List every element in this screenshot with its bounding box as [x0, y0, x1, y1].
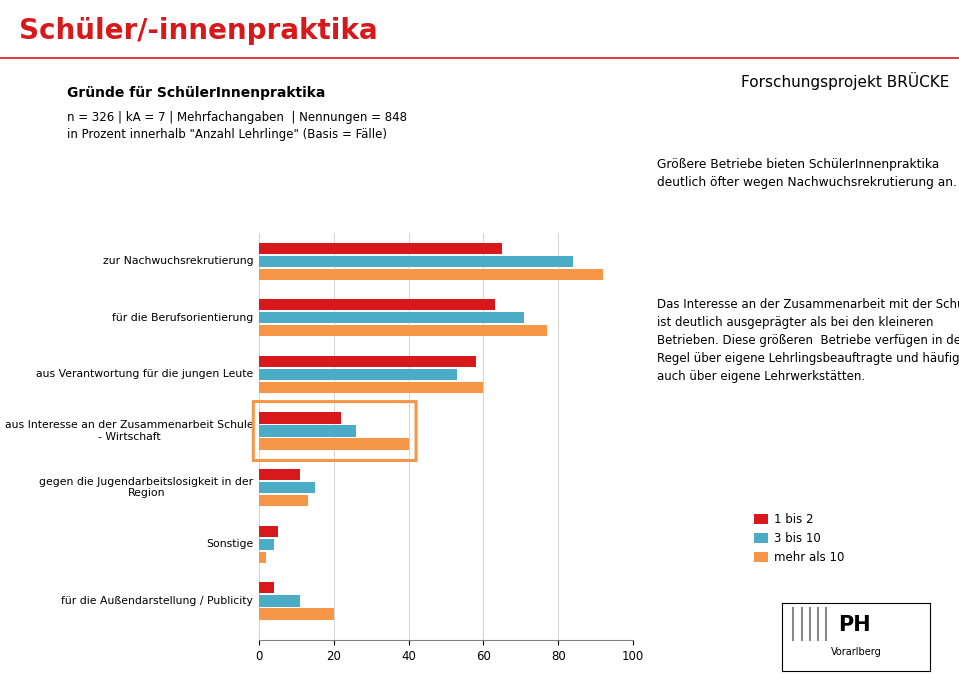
Bar [259, 242, 503, 254]
Bar [259, 299, 495, 310]
Text: PH: PH [838, 614, 871, 635]
Text: aus Verantwortung für die jungen Leute: aus Verantwortung für die jungen Leute [36, 369, 253, 379]
Text: Gründe für SchülerInnenpraktika: Gründe für SchülerInnenpraktika [67, 86, 325, 99]
Bar [259, 495, 308, 506]
Bar [259, 595, 300, 606]
Bar [259, 538, 274, 550]
Text: Vorarlberg: Vorarlberg [830, 647, 881, 657]
Bar [259, 312, 525, 323]
Bar [259, 269, 603, 280]
Bar [259, 551, 267, 563]
Bar [259, 438, 409, 450]
Text: aus Interesse an der Zusammenarbeit Schule
- Wirtschaft: aus Interesse an der Zusammenarbeit Schu… [5, 420, 253, 442]
Bar [259, 425, 356, 437]
Text: n = 326 | kA = 7 | Mehrfachangaben  | Nennungen = 848
in Prozent innerhalb "Anza: n = 326 | kA = 7 | Mehrfachangaben | Nen… [67, 111, 408, 141]
Bar [259, 412, 341, 423]
Text: für die Außendarstellung / Publicity: für die Außendarstellung / Publicity [61, 596, 253, 606]
Text: Das Interesse an der Zusammenarbeit mit der Schule
ist deutlich ausgeprägter als: Das Interesse an der Zusammenarbeit mit … [657, 298, 959, 383]
Bar [259, 369, 457, 380]
Bar [259, 482, 315, 493]
Bar [259, 256, 573, 267]
Bar [259, 356, 476, 367]
Text: Forschungsprojekt BRÜCKE: Forschungsprojekt BRÜCKE [741, 72, 949, 90]
Bar [259, 325, 547, 336]
Bar [259, 469, 300, 480]
Text: zur Nachwuchsrekrutierung: zur Nachwuchsrekrutierung [103, 256, 253, 266]
Text: gegen die Jugendarbeitslosigkeit in der
Region: gegen die Jugendarbeitslosigkeit in der … [39, 477, 253, 499]
Bar [259, 582, 274, 593]
Bar [259, 525, 278, 537]
Bar [259, 608, 334, 619]
Text: Sonstige: Sonstige [206, 539, 253, 549]
Bar [259, 382, 483, 393]
Legend: 1 bis 2, 3 bis 10, mehr als 10: 1 bis 2, 3 bis 10, mehr als 10 [754, 513, 844, 564]
Text: für die Berufsorientierung: für die Berufsorientierung [112, 313, 253, 323]
Text: Größere Betriebe bieten SchülerInnenpraktika
deutlich öfter wegen Nachwuchsrekru: Größere Betriebe bieten SchülerInnenprak… [657, 158, 957, 188]
Text: Schüler/-innenpraktika: Schüler/-innenpraktika [19, 17, 378, 45]
